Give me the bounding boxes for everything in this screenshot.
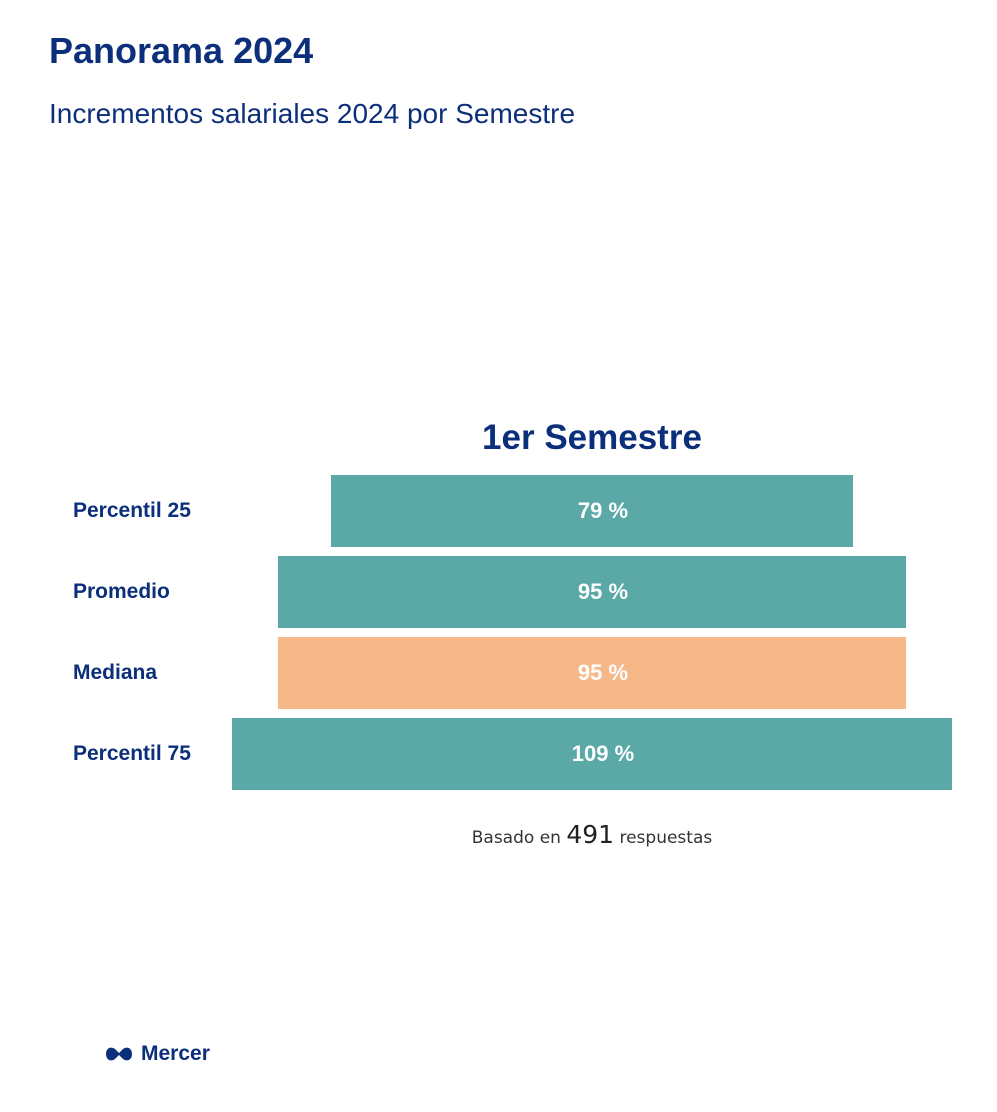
bar: 79 %	[331, 475, 853, 547]
bar: 95 %	[278, 637, 906, 709]
category-label: Promedio	[73, 580, 170, 603]
bar-value-label: 109 %	[571, 741, 635, 766]
mercer-logo-icon	[106, 1047, 132, 1061]
bar-value-label: 95 %	[577, 660, 629, 685]
bar: 109 %	[232, 718, 952, 790]
bar: 95 %	[278, 556, 906, 628]
footnote-prefix: Basado en	[471, 828, 561, 848]
category-label: Percentil 75	[73, 742, 191, 765]
page-title: Panorama 2024	[49, 30, 314, 71]
chart-title: 1er Semestre	[482, 418, 702, 457]
response-count: 491	[566, 820, 615, 849]
mercer-logo: Mercer	[104, 1042, 210, 1066]
response-footnote: Basado en 491 respuestas	[232, 820, 952, 849]
logo-text: Mercer	[141, 1042, 210, 1065]
page-subtitle: Incrementos salariales 2024 por Semestre	[49, 98, 576, 129]
category-label: Mediana	[73, 661, 158, 684]
bar-value-label: 95 %	[577, 579, 629, 604]
category-label: Percentil 25	[73, 499, 191, 522]
bar-value-label: 79 %	[577, 498, 629, 523]
footnote-suffix: respuestas	[619, 828, 713, 848]
